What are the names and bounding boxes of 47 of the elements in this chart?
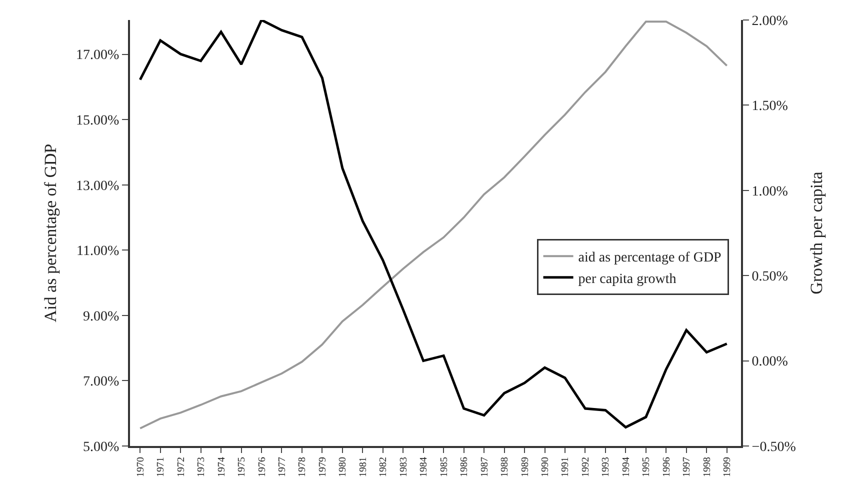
y2-tick-label: 0.50% [752,270,788,284]
x-tick-label: 1973 [196,457,208,477]
y-tick-label: 15.00% [76,113,120,128]
y2-tick-label: 1.00% [752,184,788,200]
x-tick-label: 1984 [418,457,430,477]
y-tick-label: 9.00% [83,309,120,324]
y-tick-label: 5.00% [83,440,120,455]
x-tick-label: 1980 [338,457,349,477]
x-tick-label: 1987 [479,457,490,477]
legend-label: aid as percentage of GDP [578,250,722,266]
x-tick-label: 1986 [459,457,470,477]
x-tick-label: 1992 [580,457,592,477]
x-tick-label: 1972 [176,457,187,477]
y-tick-label: 13.00% [76,178,120,194]
y2-tick-label: 0.00% [752,354,788,370]
x-tick-label: 1997 [682,457,693,477]
y2-tick-label: −0.50% [752,440,796,455]
x-tick-label: 1976 [256,457,268,477]
y2-tick-label: 2.00% [752,14,788,29]
x-tick-label: 1974 [216,457,228,477]
x-tick-label: 1996 [661,457,672,477]
x-tick-label: 1982 [378,457,390,477]
x-tick-label: 1988 [500,457,511,477]
y-tick-label: 7.00% [83,374,120,390]
y2-tick-label: 1.50% [752,99,788,114]
x-tick-label: 1991 [560,457,572,477]
x-tick-label: 1981 [358,457,369,477]
x-tick-label: 1970 [135,457,146,477]
x-tick-label: 1975 [236,457,248,477]
x-tick-label: 1995 [641,457,652,477]
y-tick-label: 17.00% [76,48,120,64]
x-tick-label: 1979 [317,457,328,477]
x-tick-label: 1994 [620,457,632,477]
x-tick-label: 1993 [600,457,612,477]
y2-axis-title: Growth per capita [807,171,826,294]
x-tick-label: 1983 [398,457,410,477]
x-tick-label: 1989 [520,457,531,477]
legend-label: per capita growth [578,272,676,287]
x-tick-label: 1978 [297,457,308,477]
x-tick-label: 1998 [702,457,713,477]
y-axis-title: Aid as percentage of GDP [41,144,60,322]
x-tick-label: 1971 [156,457,167,477]
x-tick-label: 1985 [438,457,450,477]
x-tick-label: 1999 [722,457,734,477]
y-tick-label: 11.00% [76,244,120,260]
x-tick-label: 1990 [540,457,551,477]
x-tick-label: 1977 [276,457,288,477]
